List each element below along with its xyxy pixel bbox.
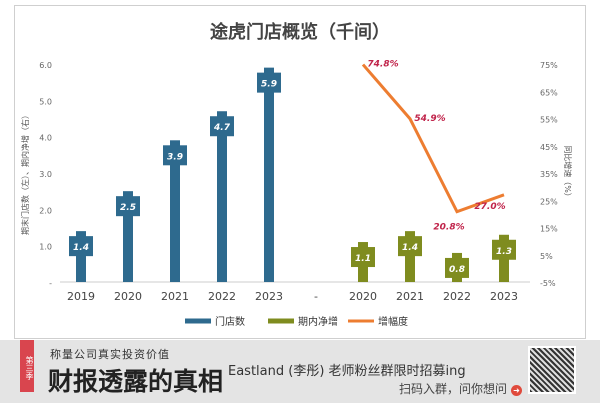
left-axis-label: 期末门店数（左）、期内净增（右） xyxy=(20,111,30,235)
right-axis-label: 同比增速（%） xyxy=(563,145,573,201)
store-count-label-box xyxy=(210,116,234,137)
left-tick-label: 1.0 xyxy=(39,243,52,252)
x-tick-label: 2023 xyxy=(255,290,283,303)
store-count-data-label: 5.9 xyxy=(261,80,277,90)
net-add-data-label: 0.8 xyxy=(449,265,465,275)
legend-label: 期内净增 xyxy=(298,315,338,328)
store-count-data-label: 3.9 xyxy=(167,152,183,162)
store-count-data-label: 1.4 xyxy=(73,243,89,253)
net-add-label-box xyxy=(351,247,375,268)
net-add-label-box xyxy=(398,236,422,257)
net-add-data-label: 1.1 xyxy=(355,254,371,264)
right-tick-label: 45% xyxy=(540,143,558,152)
left-tick-label: 4.0 xyxy=(39,134,52,143)
store-count-bar xyxy=(76,231,86,282)
x-tick-label: 2020 xyxy=(114,290,142,303)
left-tick-label: 5.0 xyxy=(39,97,52,106)
chart: 途虎门店概览（千间） - 1.0 2.0 3.0 4.0 5.0 6.0 -5% 5% 15% 25%… xyxy=(20,21,573,328)
right-tick-label: 65% xyxy=(540,88,558,97)
x-tick-label: 2020 xyxy=(349,290,377,303)
banner-headline: 财报透露的真相 xyxy=(48,367,224,396)
x-tick-label: 2021 xyxy=(161,290,189,303)
growth-line xyxy=(361,63,505,214)
banner-line2[interactable]: 扫码入群，问你想问 ➜ xyxy=(399,380,522,397)
chart-title: 途虎门店概览（千间） xyxy=(210,21,390,43)
season-ribbon: 第三季 xyxy=(20,340,34,392)
store-count-bar xyxy=(170,140,180,282)
right-tick-label: -5% xyxy=(540,279,556,288)
banner-line1: Eastland (李彤) 老师粉丝群限时招募ing xyxy=(228,364,466,379)
right-tick-label: 55% xyxy=(540,116,558,125)
x-tick-label: 2019 xyxy=(67,290,95,303)
store-count-label-box xyxy=(163,145,187,166)
net-add-label-box xyxy=(492,239,516,260)
left-tick-label: 3.0 xyxy=(39,170,52,179)
right-tick-label: 15% xyxy=(540,225,558,234)
store-count-bar xyxy=(217,111,227,282)
left-tick-label: 2.0 xyxy=(39,206,52,215)
net-add-bar xyxy=(405,231,415,282)
net-add-label-box xyxy=(445,257,469,278)
banner-line2-text: 扫码入群，问你想问 xyxy=(398,382,507,396)
x-tick-label: 2023 xyxy=(490,290,518,303)
chart-frame xyxy=(14,5,586,339)
store-count-bar xyxy=(264,67,274,282)
legend-label: 增幅度 xyxy=(378,315,408,328)
x-tick-label: - xyxy=(314,290,318,303)
store-count-data-label: 4.7 xyxy=(213,123,231,133)
net-add-data-label: 1.3 xyxy=(496,247,512,257)
store-count-label-box xyxy=(69,236,93,257)
left-tick-label: 6.0 xyxy=(39,61,52,70)
store-count-data-label: 2.5 xyxy=(120,203,136,213)
promo-banner[interactable]: 第三季 称量公司真实投资价值 财报透露的真相 Eastland (李彤) 老师粉… xyxy=(0,340,600,403)
x-tick-label: 2022 xyxy=(443,290,471,303)
right-tick-label: 35% xyxy=(540,170,558,179)
x-tick-label: 2022 xyxy=(208,290,236,303)
store-count-bar xyxy=(123,191,133,282)
x-tick-label: 2021 xyxy=(396,290,424,303)
qr-code xyxy=(528,346,576,394)
right-tick-label: 5% xyxy=(540,252,553,261)
right-tick-label: 75% xyxy=(540,61,558,70)
net-add-data-label: 1.4 xyxy=(402,243,418,253)
growth-data-label: 54.9% xyxy=(414,114,445,124)
right-tick-label: 25% xyxy=(540,197,558,206)
banner-subtitle: 称量公司真实投资价值 xyxy=(50,348,170,361)
growth-data-label: 27.0% xyxy=(474,202,505,212)
left-tick-label: - xyxy=(49,279,52,288)
growth-data-label: 20.8% xyxy=(433,223,464,233)
growth-data-label: 74.8% xyxy=(367,60,398,70)
arrow-right-icon[interactable]: ➜ xyxy=(511,385,522,396)
store-count-label-box xyxy=(257,72,281,93)
store-count-label-box xyxy=(116,196,140,217)
legend-label: 门店数 xyxy=(215,315,245,328)
